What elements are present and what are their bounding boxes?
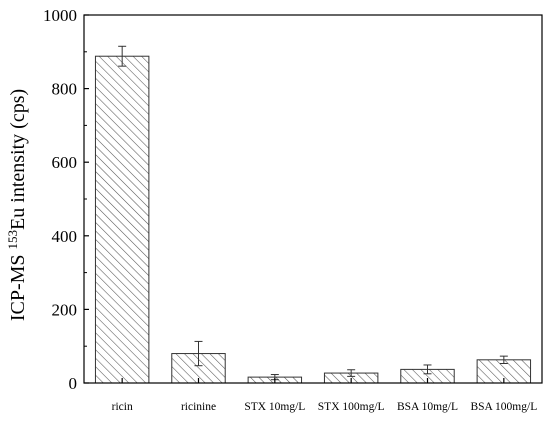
x-tick-label: ricin: [112, 401, 133, 413]
x-tick-label: STX 10mg/L: [244, 401, 305, 413]
y-tick-label: 800: [52, 80, 78, 99]
y-axis-title-superscript: 153: [5, 230, 20, 250]
x-tick-label: ricinine: [181, 401, 216, 413]
y-tick-label: 0: [69, 374, 78, 393]
y-tick-label: 600: [52, 153, 78, 172]
x-axis: ricin ricinine STX 10mg/L STX 100mg/L BSA 10…: [112, 378, 537, 413]
y-axis-title-suffix: Eu intensity (cps): [7, 89, 29, 230]
x-tick-label: BSA 100mg/L: [470, 401, 537, 413]
y-tick-label: 1000: [43, 6, 77, 25]
error-bars-layer: [118, 45, 508, 381]
y-axis: 0 200 400 600 800 1000: [43, 6, 89, 393]
y-axis-title: ICP-MS 153Eu intensity (cps): [5, 89, 30, 321]
x-tick-label: BSA 10mg/L: [397, 401, 458, 413]
y-tick-label: 400: [52, 227, 78, 246]
x-tick-label: STX 100mg/L: [318, 401, 385, 413]
plot-frame: [83, 14, 543, 384]
bar: [94, 55, 150, 384]
y-tick-label: 200: [52, 300, 78, 319]
bars-layer: [94, 55, 532, 384]
y-axis-title-prefix: ICP-MS: [7, 249, 29, 321]
